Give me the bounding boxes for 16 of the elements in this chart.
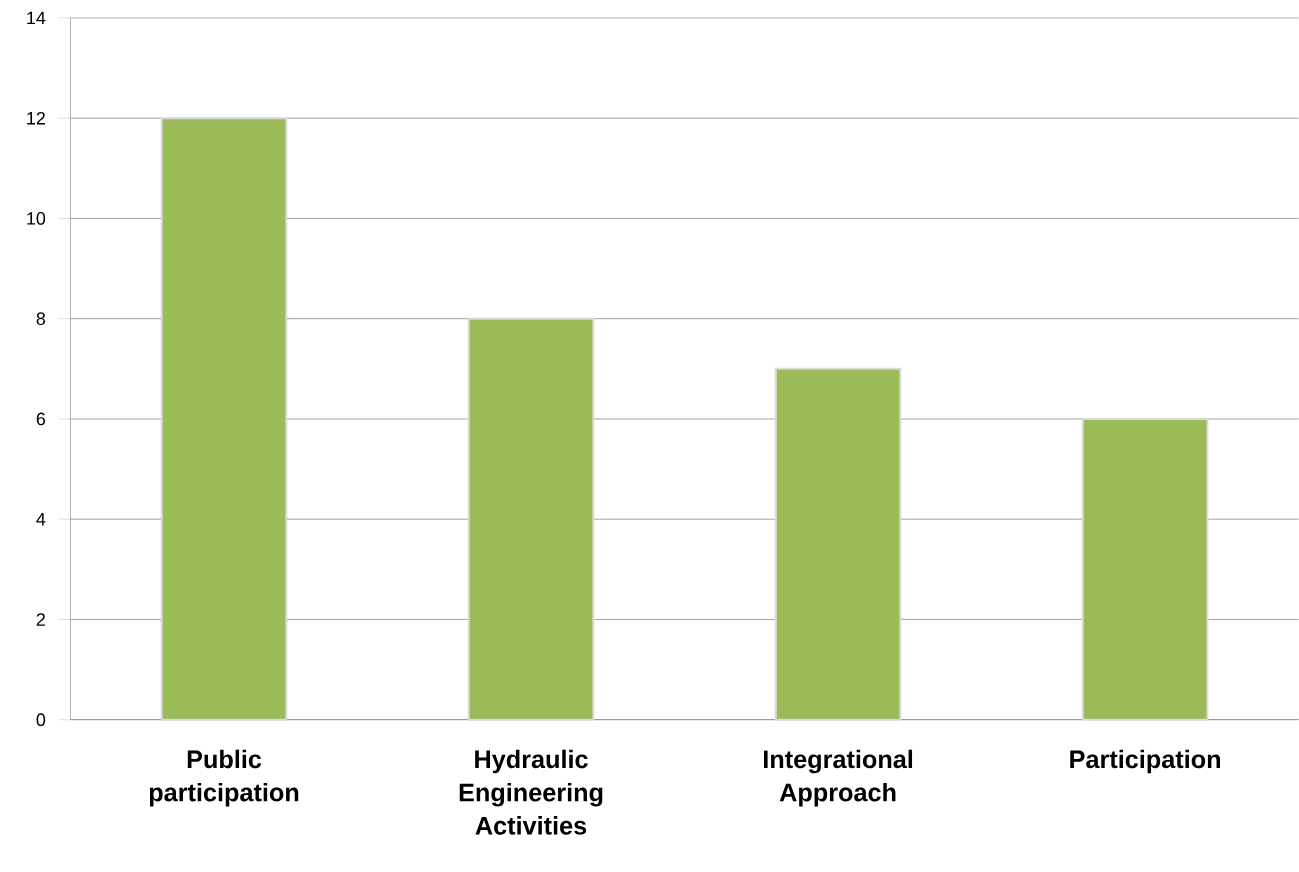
- y-tick-label: 6: [36, 412, 46, 426]
- y-tick-label: 12: [27, 111, 45, 125]
- x-tick-label: Participation: [1070, 749, 1221, 774]
- y-tick-label: 8: [36, 312, 46, 325]
- bar: [467, 317, 595, 721]
- x-tick-label: Public participation: [149, 749, 299, 807]
- bar: [160, 117, 288, 721]
- y-tick-label: 14: [27, 11, 46, 24]
- y-tick-label: 2: [36, 613, 45, 626]
- bar: [1081, 417, 1209, 721]
- y-tick-label: 4: [36, 512, 46, 526]
- y-tick-label: 0: [36, 713, 46, 726]
- bar: [774, 367, 902, 721]
- x-tick-label: Hydraulic Engineering Activities: [459, 749, 603, 835]
- x-tick-label: Integrational Approach: [763, 749, 913, 807]
- y-tick-label: 10: [27, 211, 46, 225]
